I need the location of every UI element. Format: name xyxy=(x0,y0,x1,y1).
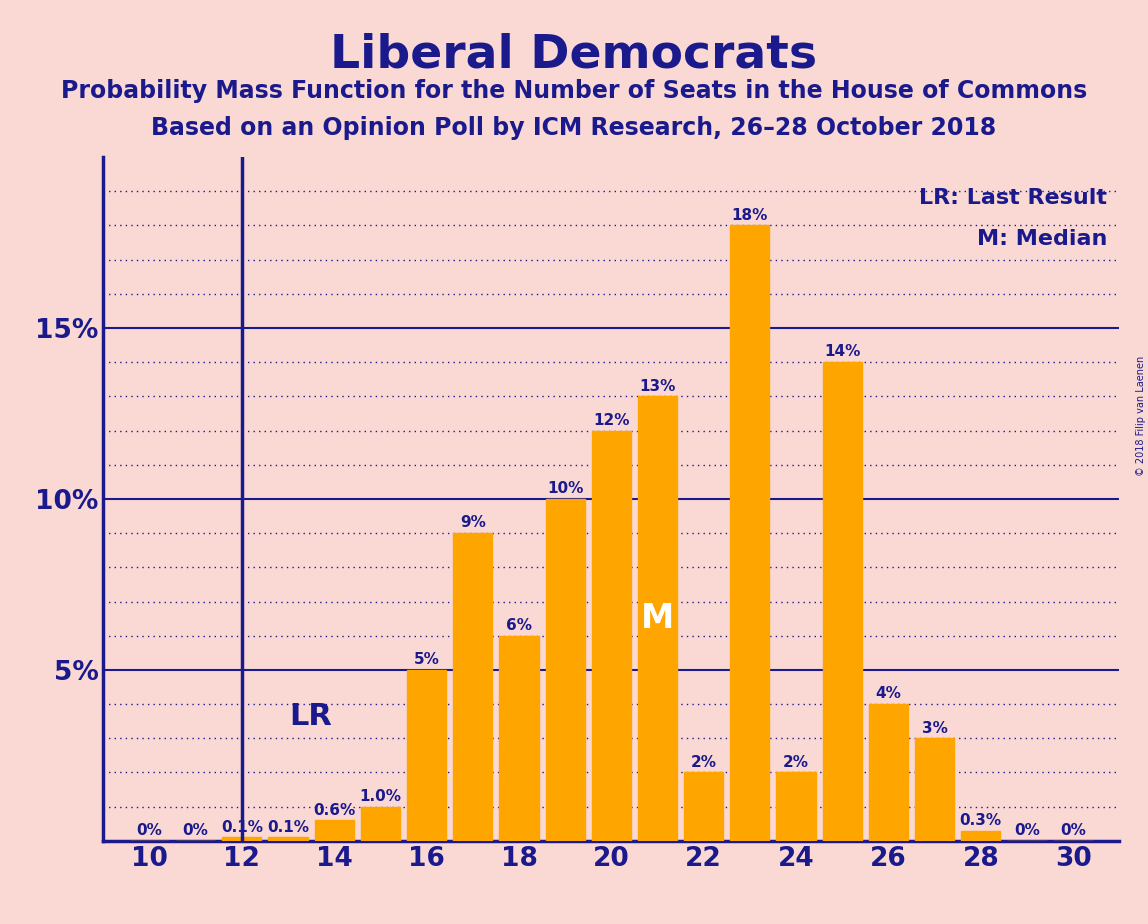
Bar xyxy=(961,831,1000,841)
Text: 0%: 0% xyxy=(183,823,209,838)
Text: Liberal Democrats: Liberal Democrats xyxy=(331,32,817,78)
Text: 2%: 2% xyxy=(783,755,809,770)
Text: 2%: 2% xyxy=(691,755,716,770)
Text: LR: LR xyxy=(289,702,333,732)
Bar xyxy=(223,837,262,841)
Text: 0.3%: 0.3% xyxy=(960,813,1002,828)
Bar xyxy=(406,670,447,841)
Bar xyxy=(638,396,677,841)
Text: 0.6%: 0.6% xyxy=(313,803,356,818)
Text: 1.0%: 1.0% xyxy=(359,789,402,804)
Text: 6%: 6% xyxy=(506,618,532,633)
Bar xyxy=(591,431,631,841)
Bar xyxy=(499,636,538,841)
Bar xyxy=(315,821,354,841)
Text: 18%: 18% xyxy=(731,208,768,223)
Text: 3%: 3% xyxy=(922,721,947,736)
Text: 0.1%: 0.1% xyxy=(267,820,309,834)
Bar xyxy=(684,772,723,841)
Text: 12%: 12% xyxy=(594,413,629,428)
Text: 9%: 9% xyxy=(460,516,486,530)
Text: © 2018 Filip van Laenen: © 2018 Filip van Laenen xyxy=(1135,356,1146,476)
Text: 13%: 13% xyxy=(639,379,676,394)
Text: Probability Mass Function for the Number of Seats in the House of Commons: Probability Mass Function for the Number… xyxy=(61,79,1087,103)
Bar xyxy=(915,738,954,841)
Text: 14%: 14% xyxy=(824,345,860,359)
Text: 0%: 0% xyxy=(137,823,162,838)
Bar xyxy=(730,225,769,841)
Text: Based on an Opinion Poll by ICM Research, 26–28 October 2018: Based on an Opinion Poll by ICM Research… xyxy=(152,116,996,140)
Bar xyxy=(776,772,816,841)
Text: 0%: 0% xyxy=(1061,823,1086,838)
Text: M: M xyxy=(641,602,674,635)
Text: 0%: 0% xyxy=(1014,823,1040,838)
Bar xyxy=(545,499,584,841)
Text: 4%: 4% xyxy=(876,687,901,701)
Bar xyxy=(823,362,862,841)
Text: 0.1%: 0.1% xyxy=(220,820,263,834)
Text: LR: Last Result: LR: Last Result xyxy=(920,188,1107,208)
Bar xyxy=(453,533,492,841)
Text: 10%: 10% xyxy=(546,481,583,496)
Text: M: Median: M: Median xyxy=(977,229,1107,249)
Bar xyxy=(360,807,400,841)
Bar xyxy=(869,704,908,841)
Bar xyxy=(269,837,308,841)
Text: 5%: 5% xyxy=(413,652,440,667)
